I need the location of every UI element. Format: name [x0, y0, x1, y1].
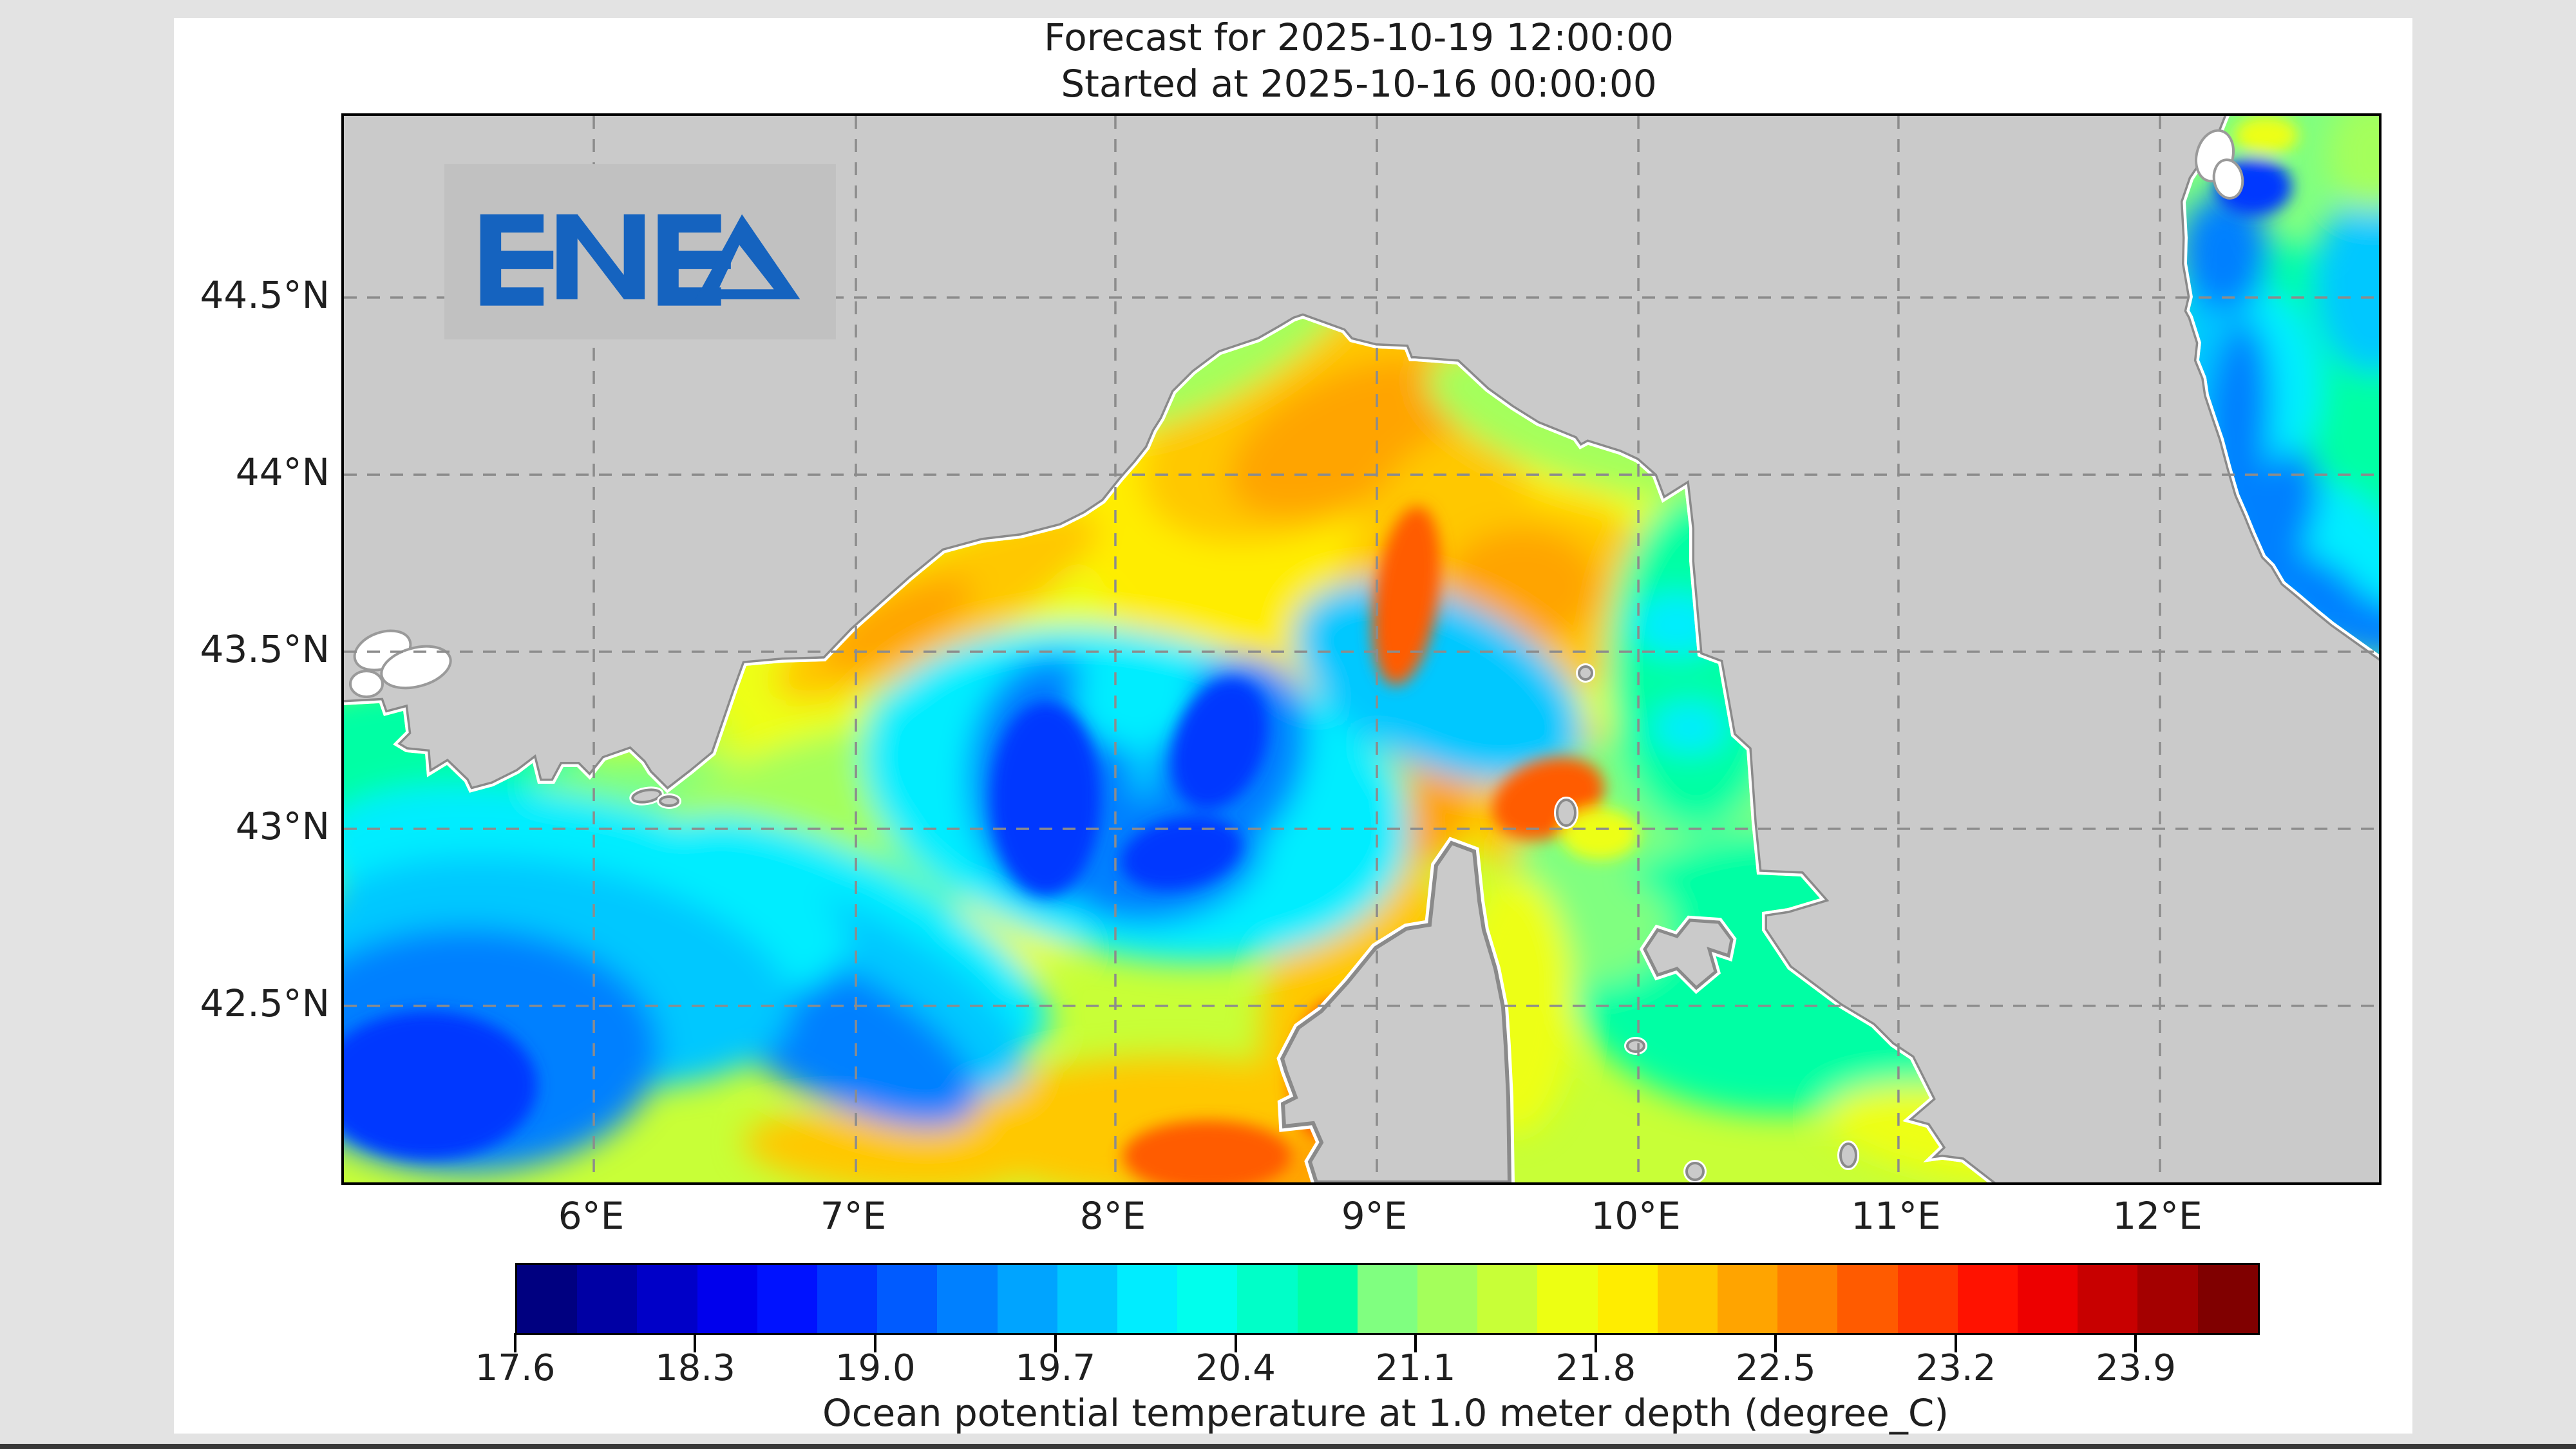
colorbar-tick-label: 19.0: [835, 1347, 916, 1389]
lat-tick-label: 44°N: [235, 450, 330, 495]
colorbar-tick-label: 22.5: [1735, 1347, 1816, 1389]
colorbar: [515, 1263, 2260, 1335]
colorbar-segment: [877, 1265, 938, 1333]
colorbar-segment: [1837, 1265, 1898, 1333]
title-line-1: Forecast for 2025-10-19 12:00:00: [1043, 15, 1674, 59]
window-bottom-edge: [0, 1444, 2576, 1449]
colorbar-tick-mark: [874, 1333, 877, 1352]
colorbar-tick-mark: [1955, 1333, 1957, 1352]
colorbar-tick-label: 23.2: [1915, 1347, 1996, 1389]
colorbar-segment: [817, 1265, 878, 1333]
colorbar-segment: [1117, 1265, 1178, 1333]
colorbar-tick-label: 23.9: [2096, 1347, 2176, 1389]
colorbar-segment: [577, 1265, 638, 1333]
colorbar-segment: [2197, 1265, 2258, 1333]
enea-logo: [444, 164, 836, 339]
colorbar-tick-mark: [1234, 1333, 1237, 1352]
island-corsica: [1276, 837, 1515, 1182]
colorbar-segment: [997, 1265, 1057, 1333]
map-area: [341, 113, 2382, 1185]
colorbar-segment: [1357, 1265, 1418, 1333]
lon-tick-label: 8°E: [1079, 1194, 1146, 1238]
colorbar-segment: [1417, 1265, 1478, 1333]
colorbar-tick-label: 20.4: [1195, 1347, 1276, 1389]
colorbar-segment: [517, 1265, 578, 1333]
colorbar-segment: [757, 1265, 818, 1333]
colorbar-tick-mark: [1414, 1333, 1417, 1352]
lon-tick-label: 12°E: [2112, 1194, 2202, 1238]
lon-tick-label: 11°E: [1851, 1194, 1941, 1238]
colorbar-segment: [1957, 1265, 2018, 1333]
colorbar-segment: [1718, 1265, 1778, 1333]
colorbar-segment: [1297, 1265, 1358, 1333]
lon-tick-label: 10°E: [1591, 1194, 1681, 1238]
colorbar-segment: [937, 1265, 998, 1333]
enea-logo-icon: [480, 214, 800, 306]
colorbar-segment: [2078, 1265, 2138, 1333]
colorbar-segment: [697, 1265, 757, 1333]
colorbar-tick-mark: [2134, 1333, 2137, 1352]
lon-tick-label: 9°E: [1341, 1194, 1408, 1238]
colorbar-tick-mark: [1594, 1333, 1597, 1352]
colorbar-segment: [2137, 1265, 2198, 1333]
colorbar-segment: [1237, 1265, 1298, 1333]
temperature-map: [344, 116, 2379, 1182]
colorbar-tick-label: 21.1: [1375, 1347, 1456, 1389]
colorbar-tick-mark: [694, 1333, 697, 1352]
colorbar-segment: [1537, 1265, 1598, 1333]
lon-tick-label: 7°E: [820, 1194, 887, 1238]
colorbar-segment: [1657, 1265, 1718, 1333]
lat-tick-label: 44.5°N: [200, 273, 330, 317]
colorbar-tick-mark: [1774, 1333, 1777, 1352]
colorbar-tick-label: 18.3: [655, 1347, 735, 1389]
colorbar-segment: [1057, 1265, 1118, 1333]
lon-tick-label: 6°E: [558, 1194, 625, 1238]
colorbar-segment: [1777, 1265, 1838, 1333]
colorbar-tick-label: 19.7: [1015, 1347, 1096, 1389]
lat-tick-label: 43°N: [235, 804, 330, 849]
colorbar-tick-label: 17.6: [475, 1347, 556, 1389]
colorbar-segment: [1177, 1265, 1238, 1333]
colorbar-segment: [1897, 1265, 1958, 1333]
colorbar-segment: [1477, 1265, 1538, 1333]
colorbar-tick-mark: [514, 1333, 516, 1352]
colorbar-tick-label: 21.8: [1555, 1347, 1636, 1389]
grid-lines: [344, 116, 2379, 1182]
island-elba: [1639, 915, 1737, 994]
title-line-2: Started at 2025-10-16 00:00:00: [1061, 62, 1657, 106]
small-islands: [629, 663, 1859, 1182]
colorbar-label: Ocean potential temperature at 1.0 meter…: [822, 1391, 1949, 1435]
colorbar-tick-mark: [1054, 1333, 1057, 1352]
colorbar-segment: [2018, 1265, 2078, 1333]
colorbar-segment: [1597, 1265, 1658, 1333]
lat-tick-label: 42.5°N: [200, 981, 330, 1025]
lat-tick-label: 43.5°N: [200, 627, 330, 671]
colorbar-segment: [637, 1265, 697, 1333]
plot-title: Forecast for 2025-10-19 12:00:00 Started…: [341, 14, 2376, 107]
coastal-lagoons: [349, 129, 2244, 698]
